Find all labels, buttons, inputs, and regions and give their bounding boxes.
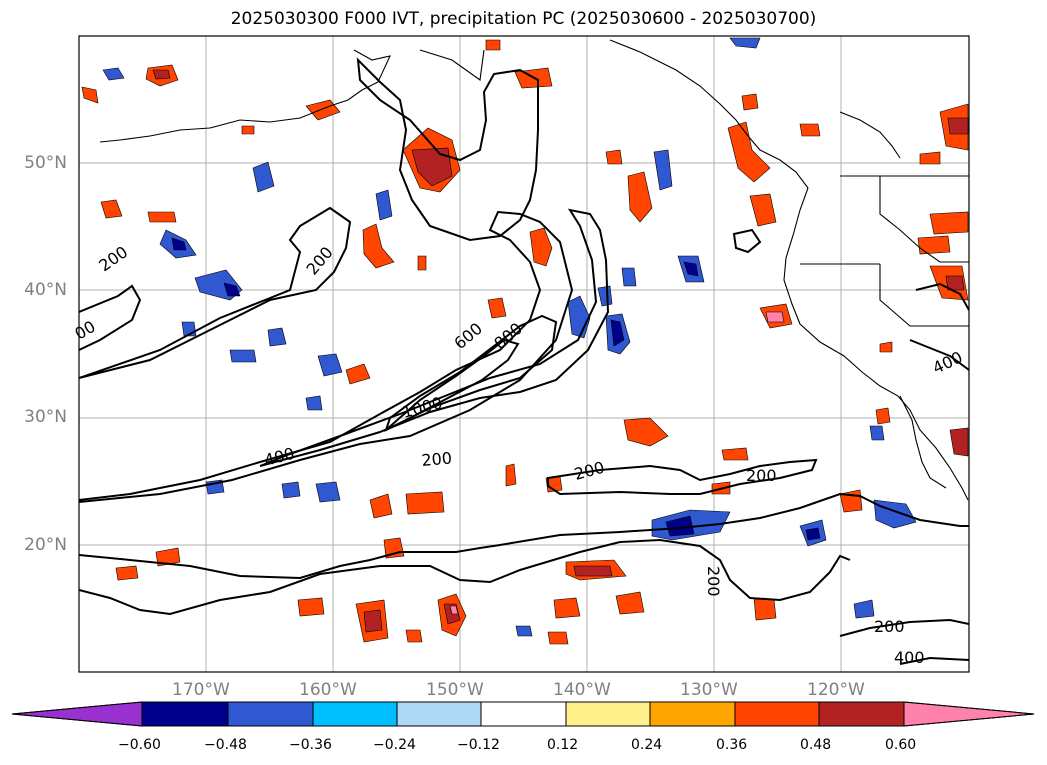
colorbar-swatch (480, 701, 567, 727)
lon-label: 140°W (553, 680, 611, 700)
colorbar-tick: −0.60 (118, 737, 161, 753)
colorbar-swatch (818, 701, 905, 727)
colorbar-swatch (141, 701, 229, 727)
colorbar-swatch (565, 701, 651, 727)
lon-label: 150°W (426, 680, 484, 700)
lat-label: 40°N (24, 280, 67, 300)
colorbar-swatch (312, 701, 398, 727)
contour-label: 400 (894, 648, 925, 667)
lon-label: 160°W (299, 680, 357, 700)
map-title: 2025030300 F000 IVT, precipitation PC (2… (230, 9, 817, 29)
colorbar-tick: −0.48 (204, 737, 247, 753)
lat-label: 50°N (24, 153, 67, 173)
colorbar-swatch (649, 701, 736, 727)
contour-label: 200 (874, 617, 905, 636)
lat-label: 30°N (24, 407, 67, 427)
colorbar-extend-high (903, 701, 1035, 727)
colorbar-tick: 0.36 (716, 737, 748, 753)
colorbar-tick: −0.24 (373, 737, 416, 753)
colorbar-tick: 0.12 (547, 737, 579, 753)
colorbar-swatch (396, 701, 482, 727)
colorbar-tick: −0.36 (289, 737, 332, 753)
lon-label: 130°W (680, 680, 738, 700)
lon-label: 170°W (172, 680, 230, 700)
lon-label: 120°W (807, 680, 865, 700)
contour-label: 200 (704, 566, 723, 597)
ivt-contours (79, 57, 969, 665)
colorbar-extend-low (11, 701, 143, 727)
contour-label: 200 (746, 466, 777, 485)
colorbar-tick: 0.24 (631, 737, 663, 753)
colorbar-tick: 0.48 (800, 737, 832, 753)
lat-label: 20°N (24, 535, 67, 555)
colorbar-tick: 0.60 (885, 737, 917, 753)
colorbar-swatch (227, 701, 314, 727)
contour-label: 200 (421, 448, 453, 470)
colorbar (11, 701, 1035, 727)
colorbar-tick: −0.12 (457, 737, 500, 753)
coastlines (99, 39, 969, 501)
colorbar-swatch (734, 701, 820, 727)
